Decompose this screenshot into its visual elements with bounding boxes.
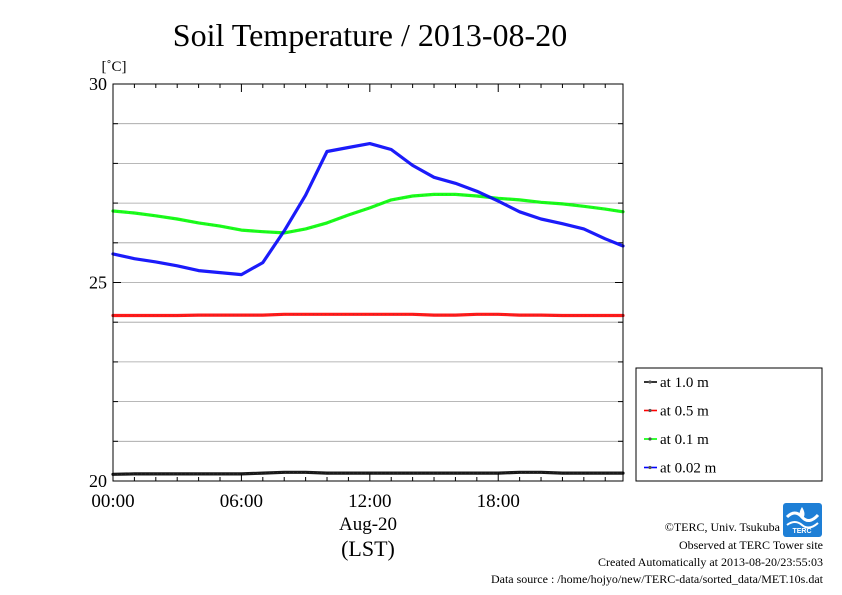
legend-label: at 0.1 m xyxy=(660,432,709,448)
y-axis: 20 25 30 xyxy=(89,74,623,491)
y-tick-label: 20 xyxy=(89,471,107,491)
x-tick-label: 18:00 xyxy=(477,491,520,512)
legend-label: at 0.5 m xyxy=(660,404,709,420)
x-date-label: Aug-20 xyxy=(339,514,397,535)
legend-marker xyxy=(648,437,652,441)
series-line xyxy=(111,142,625,277)
y-axis-label: [˚C] xyxy=(102,59,127,75)
series-line-detail xyxy=(112,471,623,475)
credit-observed: Observed at TERC Tower site xyxy=(679,538,823,552)
x-tick-label: 00:00 xyxy=(91,491,134,512)
legend-marker xyxy=(648,465,652,470)
series-lines xyxy=(111,142,625,476)
series-line xyxy=(111,192,625,235)
series-line-detail xyxy=(112,194,624,234)
legend-frame xyxy=(635,367,823,482)
x-tick-label: 06:00 xyxy=(220,491,263,512)
credit-created: Created Automatically at 2013-08-20/23:5… xyxy=(598,555,823,569)
chart-title: Soil Temperature / 2013-08-20 xyxy=(173,17,567,53)
plot-frame xyxy=(112,83,624,482)
legend-marker xyxy=(648,380,652,384)
x-axis: 00:00 06:00 12:00 18:00 xyxy=(91,84,606,512)
logo-text: TERC xyxy=(792,528,811,535)
y-tick-label: 25 xyxy=(89,273,107,293)
series-line-detail xyxy=(113,313,623,316)
x-axis-label: (LST) xyxy=(341,536,395,561)
legend-marker xyxy=(648,408,652,413)
credit-copyright: ©TERC, Univ. Tsukuba xyxy=(665,520,781,534)
plot-area: 20 25 30 00:00 06:00 12:00 18:00 xyxy=(89,74,625,512)
y-tick-label: 30 xyxy=(89,74,107,94)
legend: at 1.0 m at 0.5 m at 0.1 m at 0.02 m xyxy=(635,367,823,482)
x-tick-label: 12:00 xyxy=(348,491,391,512)
terc-logo-icon xyxy=(783,503,822,537)
legend-label: at 1.0 m xyxy=(660,375,709,391)
gridlines xyxy=(113,123,623,442)
credit-source: Data source : /home/hojyo/new/TERC-data/… xyxy=(491,572,824,586)
legend-label: at 0.02 m xyxy=(660,461,717,477)
